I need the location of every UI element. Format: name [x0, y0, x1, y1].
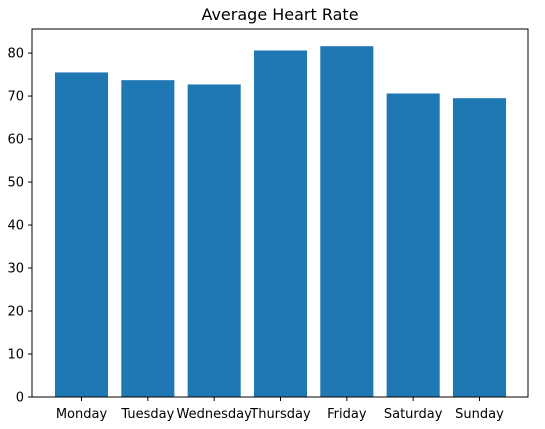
x-tick-label-monday: Monday — [56, 407, 108, 422]
y-tick-label-80: 80 — [7, 47, 24, 62]
chart-title: Average Heart Rate — [201, 5, 358, 24]
bar-saturday — [386, 93, 440, 398]
y-tick-label-30: 30 — [7, 262, 24, 277]
x-tick-label-thursday: Thursday — [249, 407, 311, 422]
bar-wednesday — [187, 84, 241, 398]
x-tick-label-friday: Friday — [327, 407, 367, 422]
plot-frame — [31, 28, 529, 398]
y-tick-label-20: 20 — [7, 305, 24, 320]
x-tick-label-sunday: Sunday — [455, 407, 504, 422]
y-tick-label-70: 70 — [7, 90, 24, 105]
x-tick-label-tuesday: Tuesday — [120, 407, 174, 422]
bar-tuesday — [121, 80, 175, 397]
y-axis: 0 10 20 30 40 50 60 70 80 — [7, 47, 32, 406]
y-tick-label-0: 0 — [16, 391, 24, 406]
y-tick-label-50: 50 — [7, 176, 24, 191]
bar-thursday — [253, 50, 308, 397]
x-tick-label-saturday: Saturday — [384, 407, 443, 422]
y-tick-label-40: 40 — [7, 219, 24, 234]
bar-sunday — [452, 98, 507, 398]
x-tick-label-wednesday: Wednesday — [177, 407, 253, 422]
bar-friday — [320, 46, 374, 397]
bar-monday — [54, 72, 109, 398]
bars-group — [54, 46, 507, 398]
y-tick-label-10: 10 — [7, 348, 24, 363]
y-tick-label-60: 60 — [7, 133, 24, 148]
